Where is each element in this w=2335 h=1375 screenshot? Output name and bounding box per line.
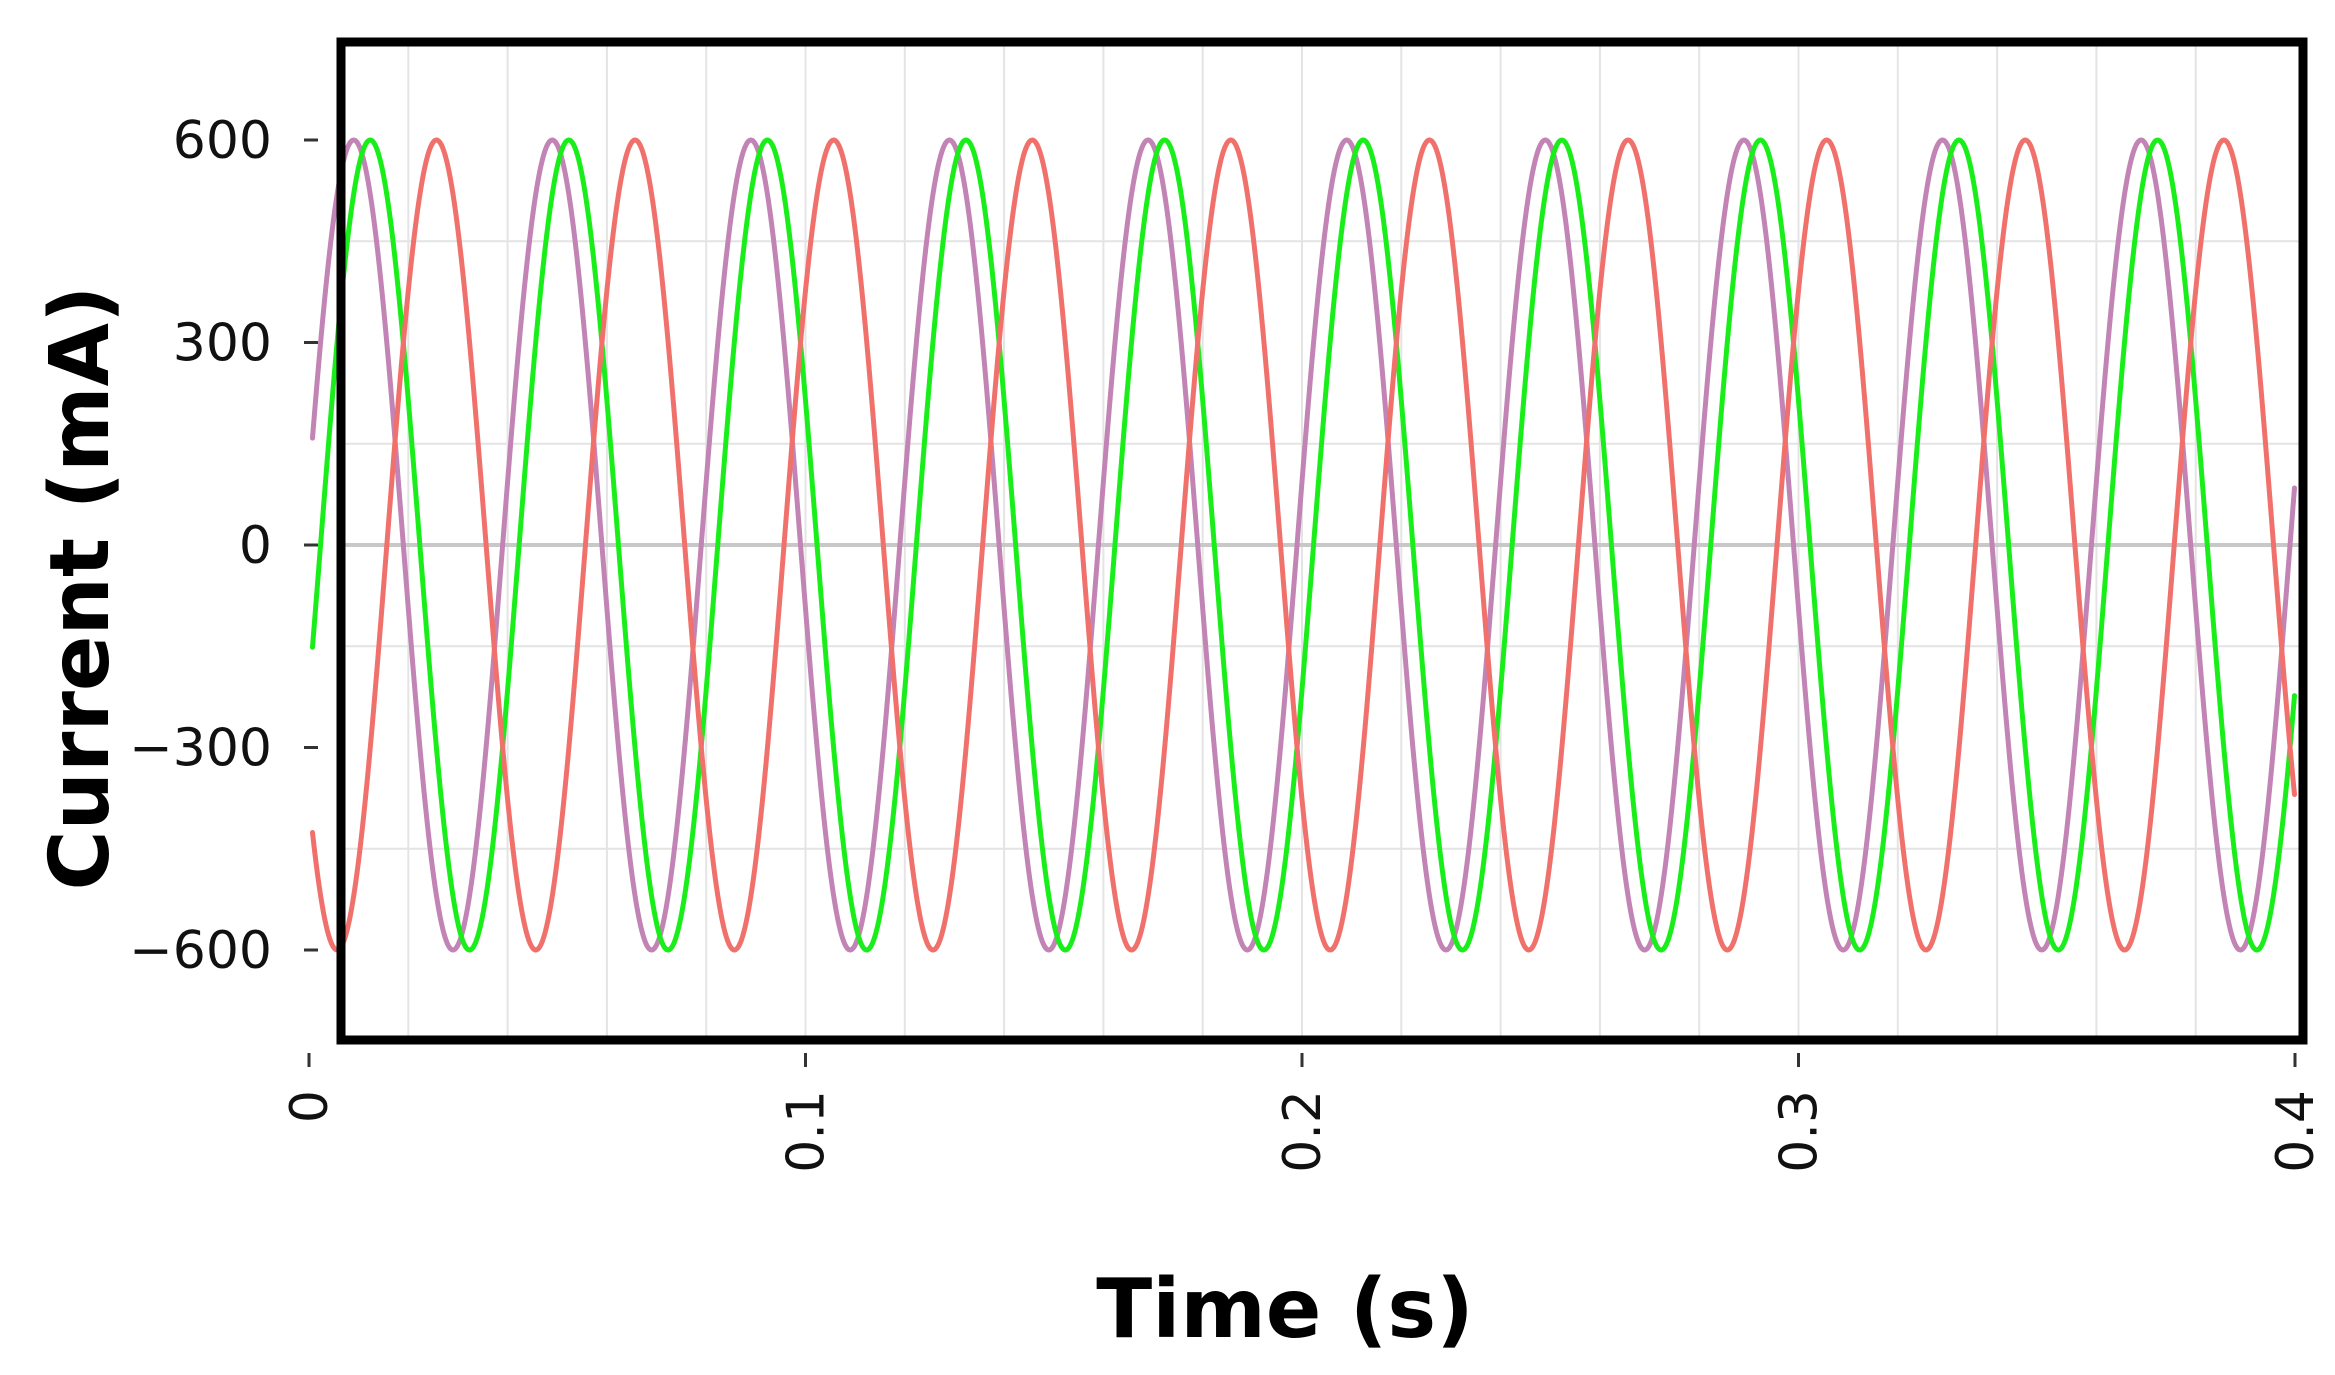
- y-tick-label: −300: [129, 719, 272, 779]
- y-tick-label: 0: [239, 516, 272, 576]
- x-tick-label: 0.1: [777, 1090, 837, 1173]
- plot-frame: [336, 37, 2308, 1045]
- x-axis-label: Time (s): [1096, 1262, 1473, 1357]
- y-tick-label: 600: [173, 111, 272, 171]
- series-line-3: [309, 137, 2297, 953]
- series-line-2: [309, 137, 2297, 953]
- series-layer: [309, 137, 2297, 953]
- x-axis-ticks: 0 0.1 0.2 0.3 0.4: [280, 1053, 2326, 1173]
- series-line-1: [309, 137, 2297, 953]
- y-axis-ticks: 600 300 0 −300 −600: [129, 111, 318, 981]
- y-axis-label: Current (mA): [33, 285, 128, 890]
- y-tick-label: −600: [129, 921, 272, 981]
- x-tick-label: 0.3: [1770, 1090, 1830, 1173]
- y-tick-label: 300: [173, 314, 272, 374]
- x-tick-label: 0.2: [1273, 1090, 1333, 1173]
- grid-layer: [345, 46, 2299, 1036]
- x-tick-label: 0: [280, 1090, 340, 1123]
- x-tick-label: 0.4: [2266, 1090, 2326, 1173]
